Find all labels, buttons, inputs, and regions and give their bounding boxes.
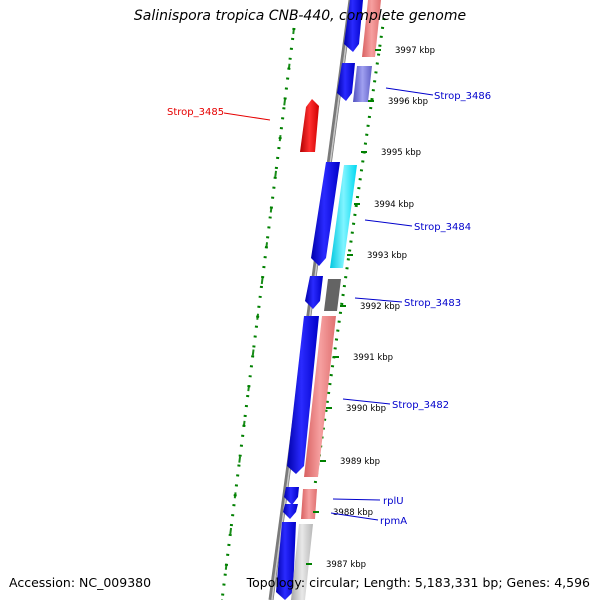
leader-strop3482 <box>342 398 391 405</box>
leader-strop3484 <box>364 219 413 227</box>
label-strop3482: Strop_3482 <box>392 400 449 411</box>
leader-strop3483 <box>354 297 403 303</box>
kbp-ticks: 3997 kbp 3996 kbp 3995 kbp 3994 kbp 3993 kbp… <box>306 46 435 570</box>
gene-blue-6 <box>284 487 299 505</box>
kbp-tick-label: 3991 kbp <box>353 353 393 363</box>
track-gray-dark <box>324 279 341 311</box>
gene-blue-1 <box>344 0 363 52</box>
gene-blue-5 <box>287 316 319 474</box>
label-strop3485: Strop_3485 <box>167 107 224 118</box>
gene-blue-3 <box>311 162 340 266</box>
kbp-tick-label: 3989 kbp <box>340 457 380 467</box>
leader-rplu <box>332 498 381 501</box>
label-strop3483: Strop_3483 <box>404 298 461 309</box>
topology-text: Topology: circular; Length: 5,183,331 bp… <box>246 575 590 590</box>
label-strop3484: Strop_3484 <box>414 222 471 233</box>
leader-strop3486 <box>385 87 434 96</box>
kbp-tick-label: 3988 kbp <box>333 508 373 518</box>
track-gray-light <box>291 524 313 600</box>
track-cyan <box>330 165 357 268</box>
gene-red-strop3485 <box>300 99 319 152</box>
kbp-tick-label: 3993 kbp <box>367 251 407 261</box>
kbp-tick-label: 3997 kbp <box>395 46 435 56</box>
track-salmon-small <box>301 489 317 519</box>
gene-blue-8 <box>276 522 296 600</box>
kbp-tick-label: 3994 kbp <box>374 200 414 210</box>
kbp-tick-label: 3992 kbp <box>360 302 400 312</box>
leader-strop3485 <box>223 112 271 121</box>
kbp-tick-label: 3996 kbp <box>388 97 428 107</box>
genome-title: Salinispora tropica CNB-440, complete ge… <box>133 8 467 24</box>
label-rpma: rpmA <box>380 516 407 527</box>
dotted-ring-inner-ticks <box>221 27 295 600</box>
gene-blue-2 <box>337 63 355 101</box>
leader-rpma <box>330 512 379 521</box>
track-salmon-main <box>304 316 336 477</box>
kbp-tick-label: 3987 kbp <box>326 560 366 570</box>
label-strop3486: Strop_3486 <box>434 91 491 102</box>
kbp-tick-label: 3995 kbp <box>381 148 421 158</box>
track-purple <box>353 66 372 102</box>
gene-blue-7 <box>283 504 298 519</box>
label-rplu: rplU <box>383 496 404 507</box>
track-salmon-top <box>362 0 381 57</box>
accession-text: Accession: NC_009380 <box>9 575 152 590</box>
kbp-tick-label: 3990 kbp <box>346 404 386 414</box>
dotted-ring-inner <box>220 27 296 600</box>
gene-blue-4 <box>305 276 323 309</box>
